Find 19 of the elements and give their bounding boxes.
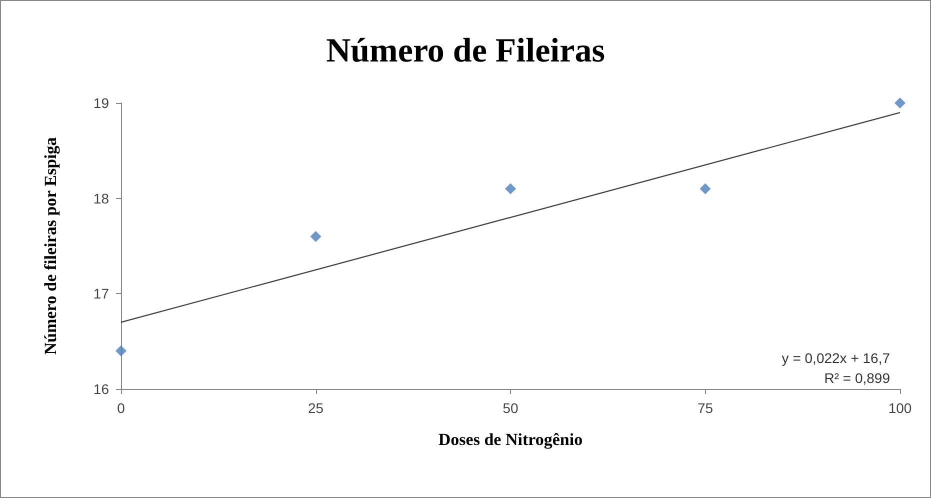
point <box>310 230 322 242</box>
point <box>894 98 906 108</box>
y-tick-label: 16 <box>93 381 110 397</box>
x-tick-label: 50 <box>502 400 518 416</box>
x-axis-title: Doses de Nitrogênio <box>438 430 583 449</box>
y-axis-title: Número de fileiras por Espiga <box>41 136 60 355</box>
y-tick-label: 19 <box>93 95 110 111</box>
chart-title: Número de Fileiras <box>326 32 605 70</box>
annotation: y = 0,022x + 16,7 <box>782 350 890 366</box>
x-tick-label: 25 <box>308 400 324 416</box>
x-tick-label: 0 <box>117 400 126 416</box>
y-tick-label: 18 <box>93 190 110 206</box>
point <box>700 183 711 194</box>
x-tick-label: 75 <box>697 400 714 416</box>
annotation: R² = 0,899 <box>824 370 890 386</box>
point <box>116 345 126 356</box>
point <box>505 183 516 194</box>
x-tick-label: 100 <box>888 400 912 416</box>
y-tick-label: 17 <box>93 286 110 302</box>
